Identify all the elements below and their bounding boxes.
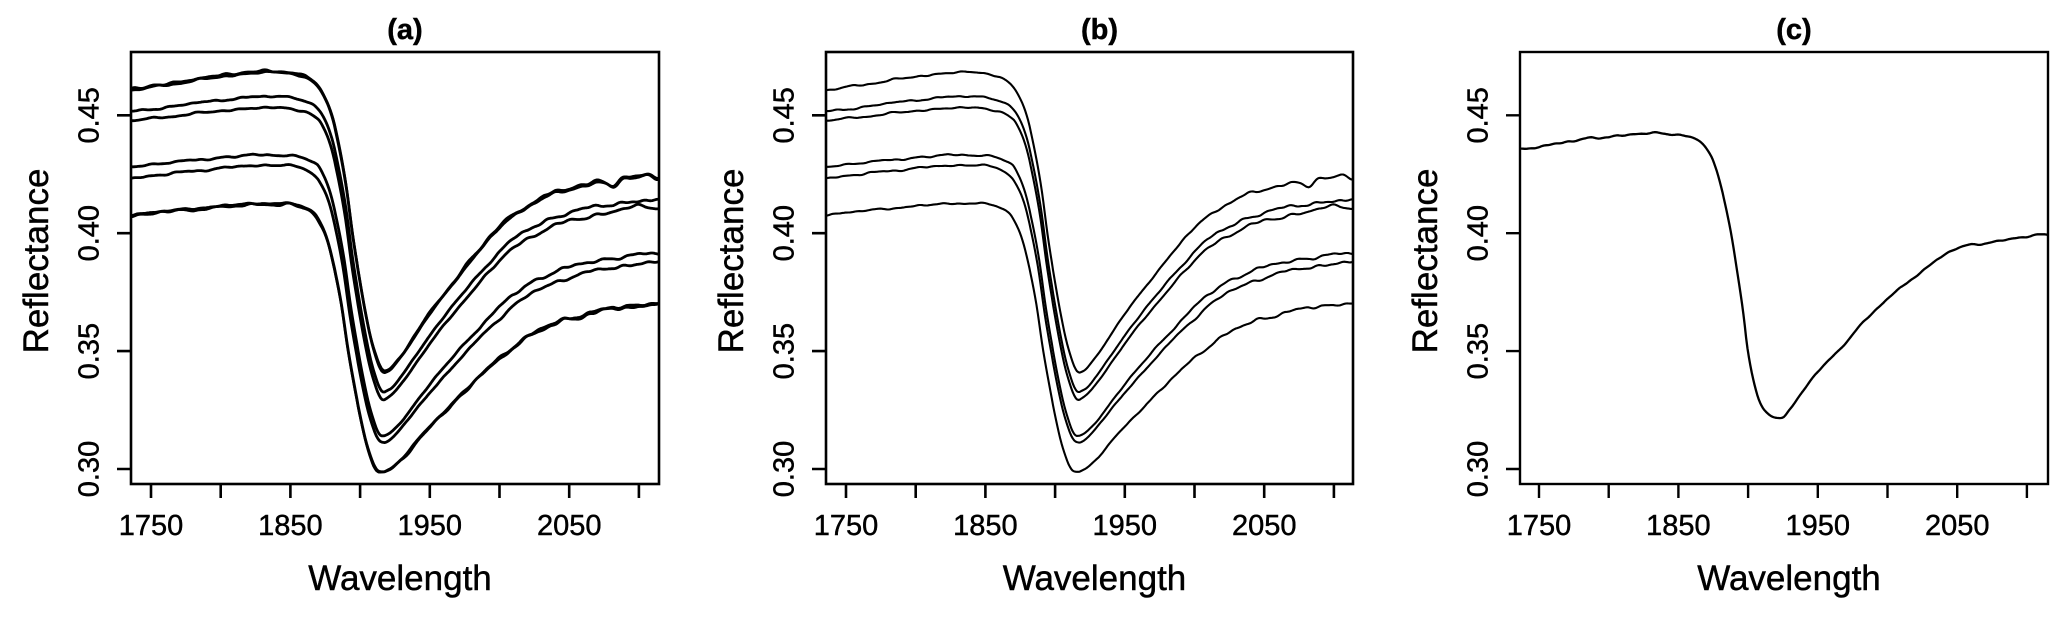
- svg-text:0.40: 0.40: [74, 205, 106, 261]
- svg-text:1750: 1750: [119, 510, 184, 542]
- svg-text:0.30: 0.30: [769, 441, 801, 497]
- svg-text:1850: 1850: [1646, 510, 1711, 542]
- svg-text:0.35: 0.35: [769, 323, 801, 379]
- svg-text:Wavelength: Wavelength: [308, 559, 492, 598]
- svg-text:(b): (b): [1081, 14, 1118, 46]
- svg-text:1850: 1850: [953, 510, 1018, 542]
- svg-text:0.45: 0.45: [74, 87, 106, 143]
- svg-text:Reflectance: Reflectance: [17, 169, 56, 354]
- svg-text:1950: 1950: [398, 510, 463, 542]
- svg-text:0.35: 0.35: [1463, 323, 1495, 379]
- svg-text:Wavelength: Wavelength: [1003, 559, 1187, 598]
- svg-text:0.45: 0.45: [1463, 87, 1495, 143]
- svg-text:(a): (a): [387, 14, 422, 46]
- svg-text:0.40: 0.40: [1463, 205, 1495, 261]
- svg-text:Reflectance: Reflectance: [712, 169, 751, 354]
- svg-text:0.45: 0.45: [769, 87, 801, 143]
- svg-text:0.35: 0.35: [74, 323, 106, 379]
- svg-text:0.40: 0.40: [769, 205, 801, 261]
- svg-text:1950: 1950: [1093, 510, 1158, 542]
- svg-text:1950: 1950: [1786, 510, 1851, 542]
- svg-text:0.30: 0.30: [1463, 441, 1495, 497]
- svg-text:1750: 1750: [1507, 510, 1572, 542]
- svg-text:Wavelength: Wavelength: [1697, 559, 1881, 598]
- svg-text:Reflectance: Reflectance: [1406, 169, 1445, 354]
- svg-text:2050: 2050: [1232, 510, 1297, 542]
- svg-text:1850: 1850: [258, 510, 323, 542]
- svg-text:2050: 2050: [537, 510, 602, 542]
- svg-text:2050: 2050: [1925, 510, 1990, 542]
- svg-text:(c): (c): [1776, 14, 1811, 46]
- svg-text:0.30: 0.30: [74, 441, 106, 497]
- svg-text:1750: 1750: [814, 510, 879, 542]
